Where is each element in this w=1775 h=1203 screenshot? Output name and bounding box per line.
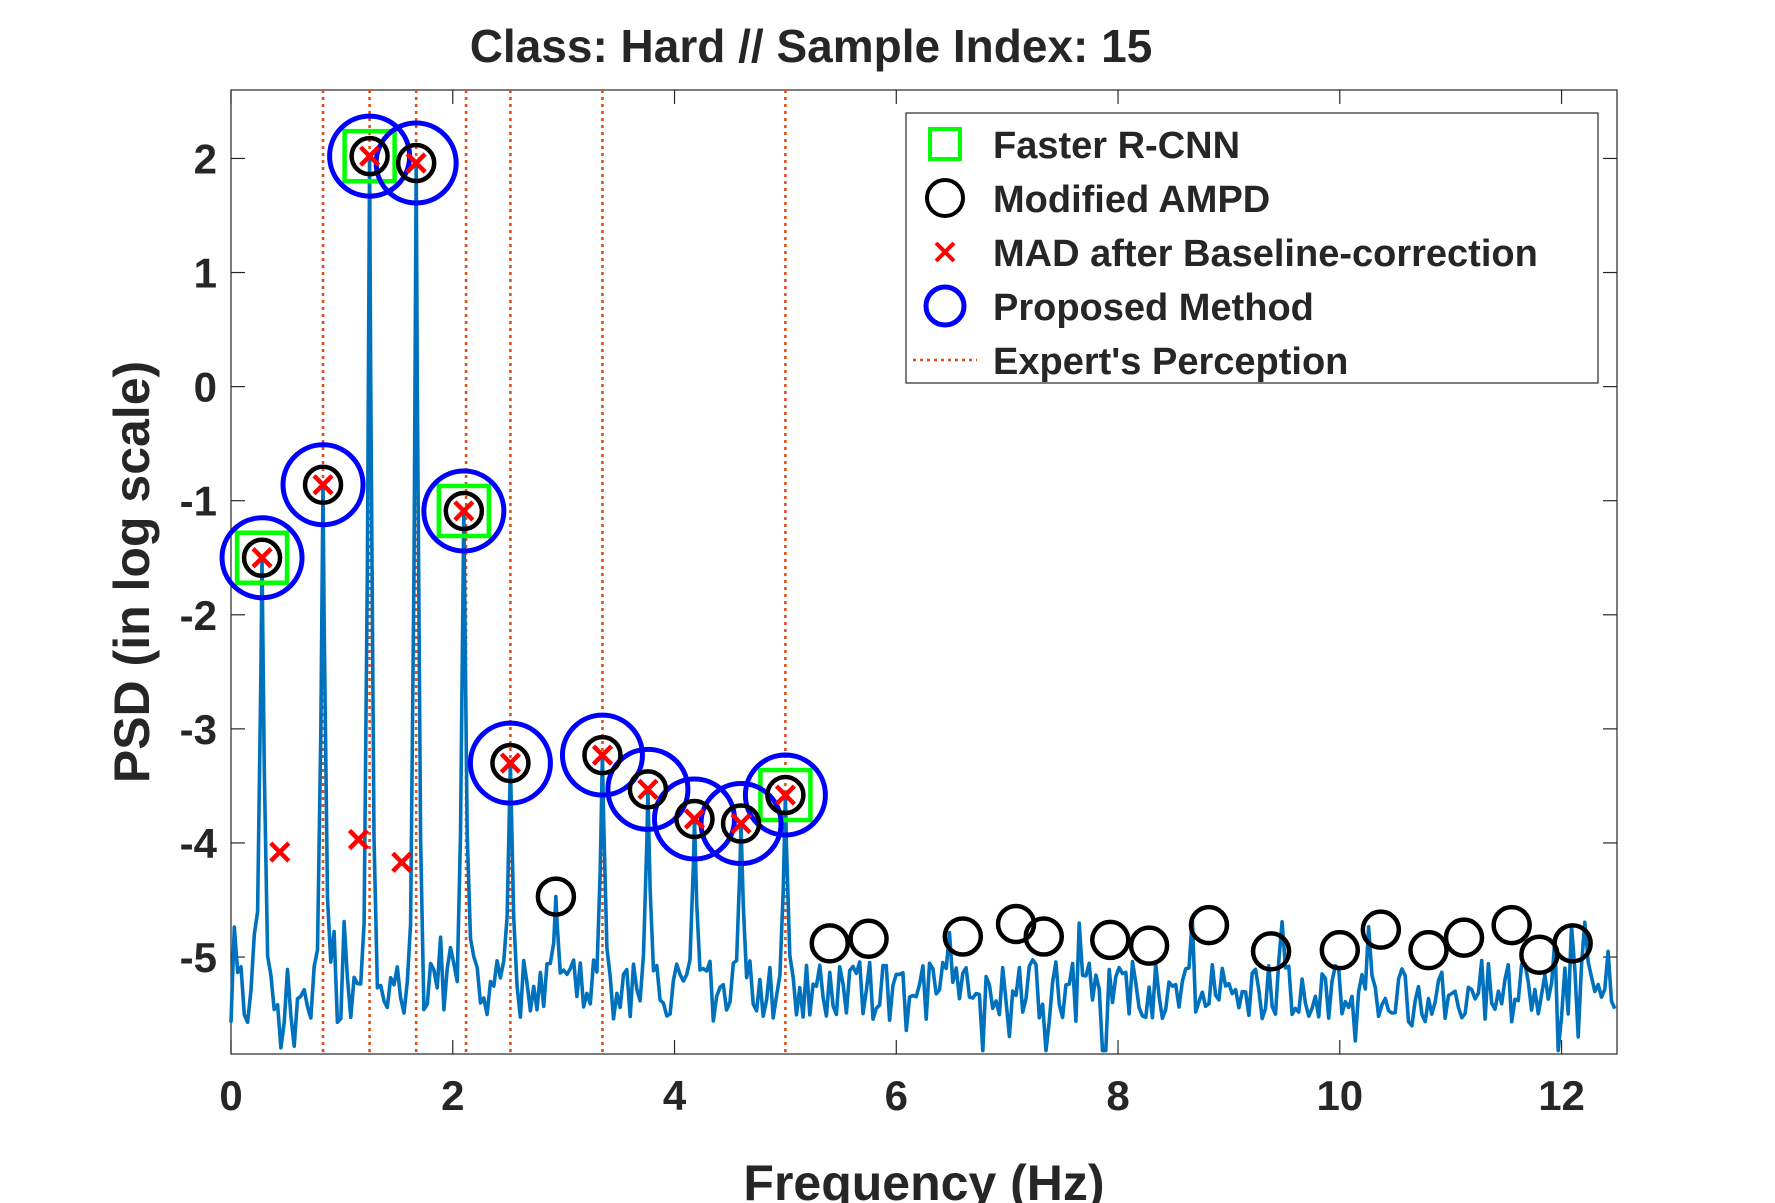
mad-marker — [359, 145, 381, 167]
x-tick-label: 6 — [885, 1072, 908, 1119]
modified-ampd-marker — [582, 734, 623, 776]
modified-ampd-marker — [765, 774, 806, 816]
proposed-method-marker — [421, 468, 507, 554]
mad-marker — [405, 152, 427, 174]
y-tick-label: -5 — [180, 934, 217, 981]
modified-ampd-marker — [942, 916, 984, 957]
mad-marker — [591, 744, 614, 766]
x-tick-label: 8 — [1106, 1072, 1129, 1119]
y-tick-label: -3 — [180, 706, 217, 753]
y-axis-label: PSD (in log scale) — [104, 361, 160, 783]
mad-marker — [499, 752, 522, 774]
proposed-method-marker — [605, 746, 691, 832]
modified-ampd-marker — [1408, 929, 1449, 971]
mad-marker — [251, 547, 273, 569]
y-tick-label: -1 — [180, 478, 217, 525]
legend-faster-rcnn-icon — [928, 127, 962, 161]
faster-rcnn-marker — [436, 483, 492, 539]
modified-ampd-marker — [241, 537, 283, 578]
x-tick-labels: 0 2 4 6 8 10 12 — [219, 1072, 1585, 1119]
legend-label: Expert's Perception — [993, 341, 1348, 383]
modified-ampd-marker — [720, 803, 762, 844]
modified-ampd-marker — [443, 490, 485, 532]
mad-marker — [637, 778, 659, 800]
psd-line — [229, 154, 1617, 1053]
y-tick-label: 1 — [194, 250, 217, 297]
y-tick-label: 0 — [194, 364, 217, 411]
y-tick-label: -2 — [180, 592, 217, 639]
y-tick-label: 2 — [194, 135, 217, 182]
modified-ampd-marker — [674, 798, 715, 840]
legend-label: Faster R-CNN — [993, 125, 1240, 167]
x-tick-label: 4 — [663, 1072, 687, 1119]
modified-ampd-marker — [349, 135, 390, 177]
modified-ampd-marker — [1090, 919, 1131, 961]
legend-label: Proposed Method — [993, 287, 1314, 329]
modified-ampd-marker — [1250, 931, 1292, 972]
modified-ampd-marker — [809, 923, 851, 964]
y-tick-labels: 2 1 0 -1 -2 -3 -4 -5 — [180, 135, 218, 981]
modified-ampd-marker — [395, 142, 437, 184]
y-tick-label: -4 — [180, 820, 218, 867]
mad-marker — [453, 500, 475, 522]
marker-groups — [219, 113, 1593, 975]
modified-ampd-marker — [535, 876, 577, 917]
mad-marker — [774, 784, 796, 806]
proposed-method-marker — [219, 515, 305, 601]
modified-ampd-marker — [1128, 925, 1170, 966]
proposed-method-marker — [280, 442, 366, 528]
faster-rcnn-marker — [342, 128, 397, 184]
faster-rcnn-marker — [234, 530, 290, 585]
proposed-method-marker — [742, 752, 828, 838]
faster-rcnn-marker — [758, 767, 813, 823]
mad-marker — [683, 808, 706, 830]
mad-marker — [391, 851, 413, 873]
mad-marker — [269, 841, 291, 863]
modified-ampd-marker — [490, 742, 531, 784]
modified-ampd-marker — [1319, 929, 1361, 971]
modified-ampd-marker — [302, 464, 344, 505]
modified-ampd-marker — [1491, 904, 1532, 946]
modified-ampd-marker — [627, 769, 669, 810]
legend-proposed-icon — [923, 284, 967, 328]
x-axis-label: Frequency (Hz) — [743, 1155, 1104, 1203]
legend-mad-icon — [934, 241, 956, 263]
legend-box — [905, 112, 1599, 384]
proposed-method-marker — [467, 720, 553, 806]
axis-ticks — [230, 90, 1617, 1054]
x-tick-label: 12 — [1538, 1072, 1585, 1119]
psd-line-group — [229, 154, 1617, 1053]
x-tick-label: 10 — [1316, 1072, 1363, 1119]
modified-ampd-marker — [848, 918, 889, 960]
x-tick-label: 0 — [219, 1072, 242, 1119]
proposed-method-marker — [559, 712, 645, 798]
legend-label: MAD after Baseline-correction — [993, 233, 1538, 275]
mad-marker — [312, 474, 334, 496]
chart-title: Class: Hard // Sample Index: 15 — [470, 20, 1153, 72]
mad-marker — [347, 828, 370, 851]
modified-ampd-marker — [1023, 916, 1065, 957]
x-tick-label: 2 — [441, 1072, 464, 1119]
legend: Faster R-CNN Modified AMPD MAD after Basel… — [905, 112, 1599, 384]
modified-ampd-marker — [1360, 909, 1402, 950]
modified-ampd-marker — [1552, 923, 1593, 964]
modified-ampd-marker — [1188, 904, 1230, 946]
legend-label: Modified AMPD — [993, 179, 1270, 221]
modified-ampd-marker — [1443, 917, 1485, 958]
mad-marker — [730, 812, 752, 835]
legend-modified-ampd-icon — [925, 178, 965, 218]
